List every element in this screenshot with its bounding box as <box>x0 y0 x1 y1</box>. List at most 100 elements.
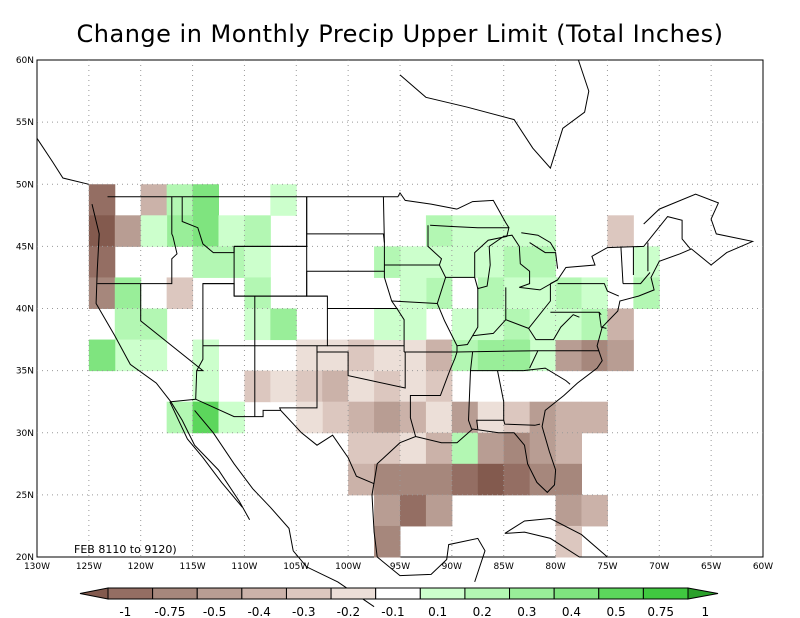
coastlines <box>36 59 755 608</box>
coast-line <box>456 199 510 228</box>
precip-cell <box>192 246 219 278</box>
lon-label: 75W <box>597 562 617 572</box>
precip-cell <box>192 339 219 372</box>
precip-cell <box>244 277 271 309</box>
coast-line <box>550 279 558 285</box>
colorbar: -1 -0.75 -0.5 -0.4 -0.3 -0.2 -0.1 0.1 0.2 0.3 0.4 0… <box>79 587 719 618</box>
coast-line <box>194 410 294 551</box>
coast-line <box>327 308 405 347</box>
coast-line <box>195 246 235 400</box>
precip-cell <box>503 432 531 465</box>
coast-line <box>557 283 620 297</box>
precip-cell <box>374 494 401 527</box>
precip-cell <box>374 246 401 278</box>
precip-cell <box>477 215 505 247</box>
colorbar-swatch <box>642 587 689 600</box>
colorbar-swatch <box>196 587 243 600</box>
coast-line <box>317 351 406 389</box>
lat-label: 60N <box>16 56 34 66</box>
precip-cell <box>503 401 531 434</box>
precip-cell <box>296 339 323 372</box>
precip-cell <box>348 370 375 403</box>
colorbar-label: 0.2 <box>473 605 492 618</box>
colorbar-swatch <box>375 587 421 600</box>
coast-line <box>278 345 318 411</box>
graticule <box>37 60 763 557</box>
lon-label: 110W <box>231 562 257 572</box>
precip-cell <box>529 463 557 496</box>
coast-line <box>169 401 243 508</box>
precip-cell <box>322 401 349 434</box>
lon-label: 100W <box>335 562 361 572</box>
precip-cell <box>374 401 401 434</box>
precip-cell <box>244 215 271 247</box>
precip-cell <box>451 463 479 496</box>
coast-line <box>505 283 551 329</box>
precip-cell <box>374 339 401 372</box>
coast-line <box>36 122 90 185</box>
precip-cell <box>270 184 297 216</box>
colorbar-label: 0.75 <box>647 605 674 618</box>
lat-label: 50N <box>16 180 34 190</box>
precip-cell <box>218 401 245 434</box>
lon-label: 85W <box>494 562 514 572</box>
coast-line <box>97 196 178 285</box>
precip-cell <box>607 339 634 372</box>
lat-label: 25N <box>16 491 34 501</box>
precip-cell <box>166 215 194 247</box>
precip-cell <box>555 463 582 496</box>
lat-label: 35N <box>16 367 34 377</box>
precip-cell <box>477 432 505 465</box>
precip-cell <box>425 401 453 434</box>
lon-label: 65W <box>701 562 721 572</box>
lon-label: 90W <box>442 562 462 572</box>
lon-label: 95W <box>390 562 410 572</box>
lat-label: 55N <box>16 118 34 128</box>
coast-line <box>504 517 609 558</box>
colorbar-swatch <box>241 587 287 600</box>
precip-cell <box>348 401 375 434</box>
precip-cell <box>166 184 194 216</box>
precip-cell <box>114 308 142 341</box>
lat-label: 20N <box>16 553 34 563</box>
colorbar-swatch <box>553 587 600 600</box>
colorbar-label: 0.1 <box>428 605 447 618</box>
precip-cell <box>555 401 582 434</box>
precip-cell <box>140 339 168 372</box>
coast-line <box>529 242 559 269</box>
precip-cell <box>374 525 401 558</box>
coast-line <box>371 193 755 558</box>
precip-cell <box>348 463 375 496</box>
coast-line <box>521 232 557 252</box>
colorbar-swatch <box>419 587 466 600</box>
precip-cell <box>633 246 660 278</box>
precip-cell <box>166 277 194 309</box>
precip-cell <box>114 215 142 247</box>
precip-cells <box>88 184 660 558</box>
precip-cell <box>477 463 505 496</box>
precip-cell <box>451 246 479 278</box>
colorbar-swatch <box>330 587 377 600</box>
coast-line <box>170 398 375 485</box>
precip-cell <box>192 184 219 216</box>
colorbar-label: -1 <box>119 605 131 618</box>
precip-cell <box>374 432 401 465</box>
colorbar-label: 0.3 <box>517 605 536 618</box>
coast-line <box>404 351 458 437</box>
precip-cell <box>555 494 582 527</box>
precip-cell <box>296 401 323 434</box>
lon-label: 60W <box>753 562 773 572</box>
precip-cell <box>477 246 505 278</box>
lon-label: 80W <box>545 562 565 572</box>
coast-line <box>620 246 624 284</box>
precip-cell <box>88 277 116 309</box>
colorbar-label: -0.5 <box>203 605 226 618</box>
precip-cell <box>451 215 479 247</box>
precip-cell <box>555 277 582 309</box>
precip-cell <box>348 339 375 372</box>
precip-cell <box>88 215 116 247</box>
colorbar-swatch <box>79 587 109 600</box>
precip-cell <box>374 463 401 496</box>
colorbar-swatch <box>107 587 154 600</box>
